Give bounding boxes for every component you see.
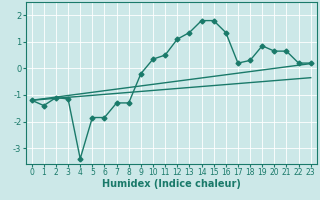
X-axis label: Humidex (Indice chaleur): Humidex (Indice chaleur) xyxy=(102,179,241,189)
